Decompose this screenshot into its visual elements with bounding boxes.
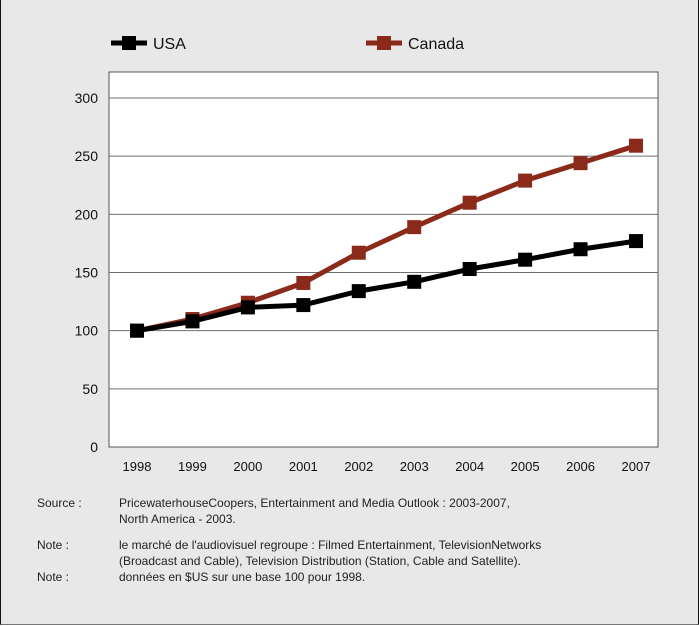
line-chart: 0 50 100 150 200 250 300 1998 1999 2000 2001 2002 20…: [75, 36, 659, 474]
series-lines: [130, 138, 643, 338]
gridlines: [109, 97, 658, 390]
data-point-usa: [518, 252, 533, 267]
x-tick-label: 2004: [455, 459, 484, 474]
note-2: Note : données en $US sur une base 100 p…: [37, 569, 677, 585]
x-tick-label: 2007: [622, 459, 651, 474]
data-point-usa: [573, 242, 588, 257]
legend-label-usa: USA: [153, 36, 186, 53]
note-1: Note : le marché de l'audiovisuel regrou…: [37, 537, 677, 569]
data-point-canada: [407, 220, 422, 235]
legend-marker-usa: [122, 36, 136, 50]
source-text-line2: North America - 2003.: [119, 512, 236, 526]
x-tick-label: 2003: [400, 459, 429, 474]
y-tick-label: 50: [82, 381, 98, 397]
note-1-label: Note :: [37, 538, 70, 552]
legend-marker-canada: [377, 36, 391, 50]
source-text-line1: PricewaterhouseCoopers, Entertainment an…: [119, 496, 510, 510]
note-2-text-line1: données en $US sur une base 100 pour 199…: [119, 570, 366, 584]
note-1-text-line1: le marché de l'audiovisuel regroupe : Fi…: [119, 538, 542, 552]
data-point-canada: [296, 275, 311, 290]
x-tick-label: 2000: [233, 459, 262, 474]
data-point-canada: [518, 173, 533, 188]
series-line-canada: [136, 143, 637, 334]
y-tick-label: 250: [75, 148, 99, 164]
x-tick-label: 2002: [344, 459, 373, 474]
y-tick-label: 150: [75, 265, 99, 281]
data-point-usa: [130, 323, 144, 338]
data-point-canada: [462, 195, 477, 210]
series-line-usa: [136, 238, 637, 334]
x-tick-label: 2005: [511, 459, 540, 474]
footnotes: Source : PricewaterhouseCoopers, Enterta…: [37, 495, 677, 585]
note-1-text-line2: (Broadcast and Cable), Television Distri…: [119, 554, 521, 568]
data-point-usa: [240, 300, 255, 315]
source-note: Source : PricewaterhouseCoopers, Enterta…: [37, 495, 677, 527]
data-point-usa: [407, 274, 422, 289]
y-tick-label: 300: [75, 90, 99, 106]
y-tick-label: 200: [75, 206, 99, 222]
data-point-usa: [351, 284, 366, 299]
x-tick-label: 2006: [566, 459, 595, 474]
data-point-usa: [462, 262, 477, 277]
data-point-usa: [629, 234, 643, 249]
y-tick-label: 0: [90, 439, 98, 455]
data-point-usa: [185, 314, 200, 329]
data-point-canada: [629, 138, 643, 153]
plot-area: [108, 71, 659, 448]
legend: USA Canada: [111, 36, 464, 53]
data-point-canada: [351, 245, 366, 260]
x-tick-label: 1999: [178, 459, 207, 474]
axes: 0 50 100 150 200 250 300 1998 1999 2000 2001 2002 20…: [75, 90, 651, 474]
source-label: Source :: [37, 496, 82, 510]
legend-label-canada: Canada: [408, 36, 464, 53]
data-point-usa: [296, 298, 311, 313]
y-tick-label: 100: [75, 323, 99, 339]
x-tick-label: 1998: [123, 459, 152, 474]
data-point-canada: [573, 156, 588, 171]
note-2-label: Note :: [37, 570, 70, 584]
x-tick-label: 2001: [289, 459, 318, 474]
